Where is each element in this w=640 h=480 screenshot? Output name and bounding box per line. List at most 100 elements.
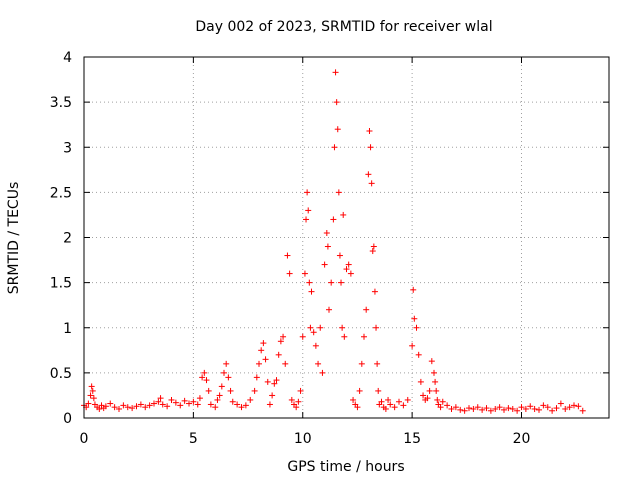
grid-lines — [84, 57, 609, 418]
data-point — [363, 306, 370, 313]
data-point — [293, 404, 300, 411]
data-point — [557, 400, 564, 407]
data-point — [396, 398, 402, 405]
data-point — [238, 404, 245, 411]
data-point — [347, 270, 354, 277]
data-point — [487, 407, 494, 414]
y-axis-label: SRMTID / TECUs — [6, 182, 22, 295]
data-point — [345, 261, 352, 268]
data-point — [312, 342, 319, 349]
data-point — [501, 406, 507, 413]
data-point — [400, 402, 407, 409]
data-point — [223, 360, 230, 367]
data-point — [370, 243, 377, 250]
data-point — [444, 402, 451, 409]
data-point — [375, 387, 382, 394]
data-point — [426, 387, 433, 394]
data-point — [146, 402, 153, 409]
y-tick-label: 1.5 — [50, 276, 72, 292]
data-point — [479, 406, 486, 413]
data-point — [266, 401, 273, 408]
data-point — [88, 383, 95, 390]
data-point — [301, 270, 308, 277]
data-point — [470, 405, 477, 412]
data-point — [434, 396, 441, 403]
data-point — [579, 407, 586, 414]
data-point — [181, 397, 188, 404]
data-point — [420, 392, 427, 399]
data-point — [159, 401, 166, 408]
x-tick-label: 0 — [80, 431, 89, 447]
data-point — [164, 403, 171, 410]
data-point — [378, 398, 385, 405]
data-point — [120, 402, 127, 409]
data-point — [536, 406, 542, 413]
data-point — [328, 279, 335, 286]
data-point — [566, 404, 573, 411]
data-point — [260, 340, 267, 347]
data-point — [271, 380, 278, 387]
y-tick-label: 2 — [63, 231, 72, 247]
data-point — [273, 377, 280, 384]
data-point — [505, 405, 512, 412]
data-point — [433, 387, 440, 394]
data-point — [371, 288, 378, 295]
data-point — [335, 189, 342, 196]
x-tick-label: 20 — [513, 431, 531, 447]
data-point — [321, 261, 328, 268]
data-point — [358, 360, 365, 367]
data-point — [424, 395, 431, 402]
data-point — [299, 333, 306, 340]
data-point — [382, 405, 389, 412]
data-point — [339, 324, 346, 331]
data-point — [253, 374, 260, 381]
data-point — [340, 211, 347, 218]
data-point — [341, 333, 348, 340]
data-point — [319, 369, 326, 376]
data-point — [196, 395, 203, 402]
data-point — [227, 387, 234, 394]
data-point — [411, 315, 418, 322]
data-point — [286, 270, 293, 277]
data-point — [474, 404, 481, 411]
data-point — [218, 383, 225, 390]
y-tick-label: 3 — [63, 140, 72, 156]
data-point — [116, 405, 122, 412]
y-tick-label: 0.5 — [50, 366, 72, 382]
data-point — [522, 405, 529, 412]
data-point — [461, 407, 468, 414]
data-point — [549, 407, 556, 414]
data-point — [102, 403, 109, 410]
axis-ticks: 0 5 10 15 20 0 0.5 1 1.5 2 2.5 3 3.5 4 — [50, 50, 609, 447]
data-point — [194, 401, 201, 408]
data-point — [356, 387, 363, 394]
data-point — [284, 252, 291, 259]
data-point — [280, 333, 287, 340]
data-point — [304, 189, 311, 196]
data-point — [326, 306, 332, 313]
x-tick-label: 5 — [189, 431, 198, 447]
data-point — [262, 356, 269, 363]
data-point — [258, 347, 265, 354]
chart-title: Day 002 of 2023, SRMTID for receiver wla… — [195, 19, 492, 35]
data-point — [332, 69, 339, 76]
data-point — [330, 216, 337, 223]
x-axis-label: GPS time / hours — [287, 459, 404, 475]
data-point — [310, 329, 317, 336]
data-point — [343, 266, 350, 273]
data-point — [315, 360, 322, 367]
data-point — [496, 404, 503, 411]
data-point — [350, 396, 357, 403]
data-point — [221, 369, 227, 376]
data-point — [275, 351, 282, 358]
data-point — [308, 288, 315, 295]
plot-frame — [83, 56, 610, 419]
data-point — [277, 338, 284, 345]
data-point — [190, 398, 197, 405]
data-point — [172, 399, 179, 406]
data-point — [306, 279, 313, 286]
data-point — [207, 401, 214, 408]
data-point — [242, 402, 249, 409]
